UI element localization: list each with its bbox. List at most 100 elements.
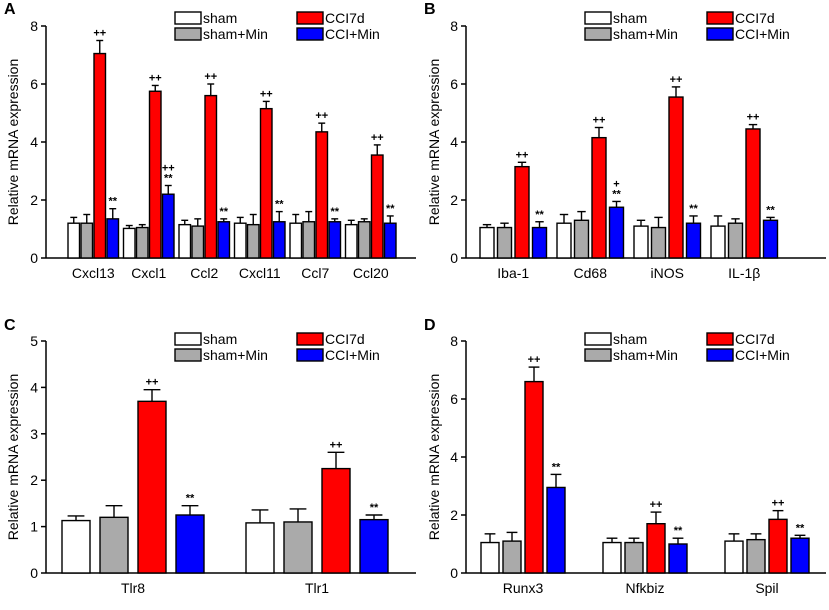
panel-b-legend-swatch: [584, 11, 612, 25]
panel-a-y-axis-title: Relative mRNA expression: [5, 59, 21, 226]
panel-a-bar: [289, 222, 303, 259]
panel-d-sig-label: ++: [528, 354, 541, 366]
panel-d-bar: [768, 518, 788, 574]
panel-a-bar: [315, 131, 329, 259]
panel-c-x-tick-label: Tlr1: [305, 580, 329, 596]
panel-b-sig-label: **: [689, 203, 698, 215]
panel-d-bar: [724, 540, 744, 574]
panel-b-y-tick-label: 2: [450, 192, 458, 208]
panel-c-bar: [359, 518, 389, 574]
panel-b-sig-label: **: [612, 188, 621, 200]
panel-b-x-tick-label: iNOS: [651, 265, 684, 281]
panel-d-sig-label: **: [796, 522, 805, 534]
panel-c-legend-swatch: [174, 332, 202, 346]
panel-b-bar: [573, 219, 590, 259]
panel-d-bar: [790, 537, 810, 574]
panel-a-sig-label: **: [330, 206, 339, 218]
panel-a-legend-label: CCI+Min: [325, 26, 380, 42]
panel-d-x-tick-label: Nfkbiz: [626, 580, 665, 596]
panel-d-legend-swatch: [706, 332, 734, 346]
panel-d-legend-swatch: [584, 332, 612, 346]
panel-b-letter: B: [424, 1, 436, 18]
panel-d-bar: [480, 541, 500, 574]
panel-c-bar: [321, 467, 351, 574]
panel-d-x-tick-label: Runx3: [503, 580, 544, 596]
panel-b-y-axis-title: Relative mRNA expression: [426, 59, 442, 226]
panel-a-sig-label: ++: [93, 28, 106, 40]
panel-b-legend-label: CCI+Min: [735, 26, 790, 42]
panel-b-bar: [745, 128, 761, 259]
panel-b-bar: [668, 96, 684, 259]
panel-b: B 0 2 4 6 8 Relative mRNA expression Iba-1 ++ ** C…: [424, 1, 826, 281]
panel-b-x-tick-label: IL-1β: [728, 265, 760, 281]
panel-d-y-tick-label: 8: [450, 333, 458, 349]
panel-a-bar: [80, 222, 94, 259]
panel-a-bar: [67, 222, 81, 259]
panel-b-legend-label: sham: [613, 10, 647, 26]
panel-d-bar: [646, 523, 666, 574]
panel-b-y-tick-label: 4: [450, 134, 458, 150]
panel-b-sig-label: ++: [670, 74, 683, 86]
panel-d-legend-swatch: [706, 348, 734, 362]
panel-a-legend-label: CCI7d: [325, 10, 365, 26]
panel-b-bar: [710, 225, 726, 259]
panel-b-bar: [591, 136, 607, 259]
panel-a-sig-label: ++: [315, 110, 328, 122]
panel-c-y-tick-label: 2: [30, 472, 38, 488]
panel-a-sig-label: **: [275, 199, 284, 211]
panel-b-legend-swatch: [706, 27, 734, 41]
panel-b-bar: [531, 226, 548, 259]
panel-a-sig-label: ++: [204, 71, 217, 83]
panel-b-bar: [650, 226, 667, 259]
panel-c-sig-label: ++: [330, 439, 343, 451]
panel-a-legend-swatch: [174, 27, 202, 41]
panel-a-x-tick-label: Cxcl1: [131, 265, 166, 281]
panel-a-legend-swatch: [174, 11, 202, 25]
panel-a-sig-label: ++: [162, 163, 175, 175]
panel-d-legend-swatch: [584, 348, 612, 362]
panel-b-sig-label: **: [535, 209, 544, 221]
panel-b-sig-label: ++: [516, 149, 529, 161]
panel-c-y-axis-title: Relative mRNA expression: [5, 374, 21, 541]
panel-a-sig-label: **: [108, 196, 117, 208]
panel-a-y-tick-label: 6: [30, 76, 38, 92]
panel-b-sig-label: **: [766, 204, 775, 216]
panel-a-bar: [161, 193, 175, 259]
panel-c-sig-label: **: [370, 502, 379, 514]
panel-a-sig-label: ++: [149, 72, 162, 84]
panel-d-y-tick-label: 6: [450, 391, 458, 407]
panel-d-y-tick-label: 4: [450, 449, 458, 465]
panel-c-bar: [99, 516, 129, 574]
panel-b-sig-label: ++: [747, 112, 760, 124]
panel-a-sig-label: ++: [371, 132, 384, 144]
panel-c-legend-label: sham+Min: [203, 347, 268, 363]
panel-a-bar: [217, 221, 231, 259]
panel-d-bar: [602, 541, 622, 574]
panel-b-bar: [514, 165, 530, 259]
panel-d-sig-label: **: [552, 461, 561, 473]
panel-d-y-axis-title: Relative mRNA expression: [426, 374, 442, 541]
panel-a-bar: [357, 221, 371, 259]
panel-c-legend-swatch: [296, 348, 324, 362]
panel-d-legend-label: sham+Min: [613, 347, 678, 363]
panel-a-bar: [135, 226, 149, 259]
panel-d-sig-label: ++: [650, 499, 663, 511]
panel-c-y-tick-label: 4: [30, 379, 38, 395]
panel-a-legend-label: sham+Min: [203, 26, 268, 42]
panel-a-legend-swatch: [296, 11, 324, 25]
panel-a-y-tick-label: 8: [30, 18, 38, 34]
panel-b-sig-label: ++: [593, 115, 606, 127]
panel-a-bar: [302, 221, 316, 259]
panel-a-bar: [93, 52, 107, 259]
panel-a-bar: [370, 154, 384, 259]
panel-a-sig-label: ++: [260, 88, 273, 100]
panel-c-bar: [245, 522, 275, 574]
panel-d-bar: [746, 538, 766, 574]
panel-c: C 0 1 2 3 4 5 Relative mRNA expression Tlr8 ++ ** T…: [4, 317, 416, 596]
panel-a-bar: [246, 223, 260, 259]
panel-b-bar: [633, 225, 649, 259]
panel-a-bar: [178, 223, 192, 259]
panel-c-legend-label: sham: [203, 331, 237, 347]
panel-b-legend-label: CCI7d: [735, 10, 775, 26]
